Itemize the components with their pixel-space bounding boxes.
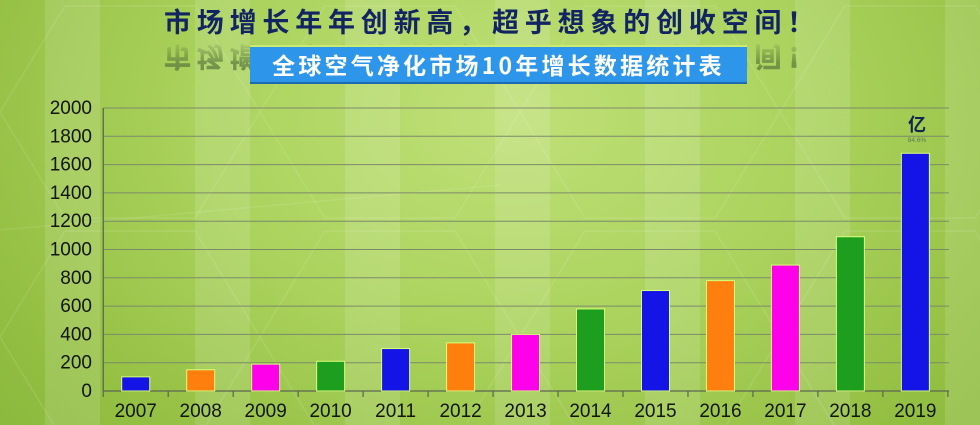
svg-text:1800: 1800 (50, 126, 92, 147)
svg-text:2014: 2014 (569, 401, 612, 422)
svg-text:1000: 1000 (50, 240, 92, 261)
svg-text:1600: 1600 (50, 155, 92, 176)
svg-text:2017: 2017 (764, 401, 806, 422)
svg-text:2013: 2013 (504, 401, 546, 422)
svg-text:200: 200 (60, 353, 92, 374)
svg-text:400: 400 (60, 324, 92, 345)
svg-text:2015: 2015 (634, 401, 676, 422)
svg-text:800: 800 (60, 268, 92, 289)
svg-text:1400: 1400 (50, 183, 92, 204)
svg-text:600: 600 (60, 296, 92, 317)
svg-text:2009: 2009 (245, 401, 287, 422)
svg-text:1200: 1200 (50, 211, 92, 232)
svg-text:2000: 2000 (50, 98, 92, 119)
svg-text:0: 0 (81, 381, 92, 402)
svg-text:2007: 2007 (115, 401, 157, 422)
svg-text:2016: 2016 (699, 401, 741, 422)
svg-text:2010: 2010 (309, 401, 351, 422)
svg-text:2008: 2008 (180, 401, 222, 422)
svg-text:84.6%: 84.6% (908, 137, 927, 144)
svg-text:2018: 2018 (829, 401, 871, 422)
svg-text:亿: 亿 (908, 111, 926, 137)
svg-text:2011: 2011 (375, 401, 416, 422)
svg-text:2019: 2019 (894, 401, 936, 422)
svg-text:2012: 2012 (439, 401, 481, 422)
